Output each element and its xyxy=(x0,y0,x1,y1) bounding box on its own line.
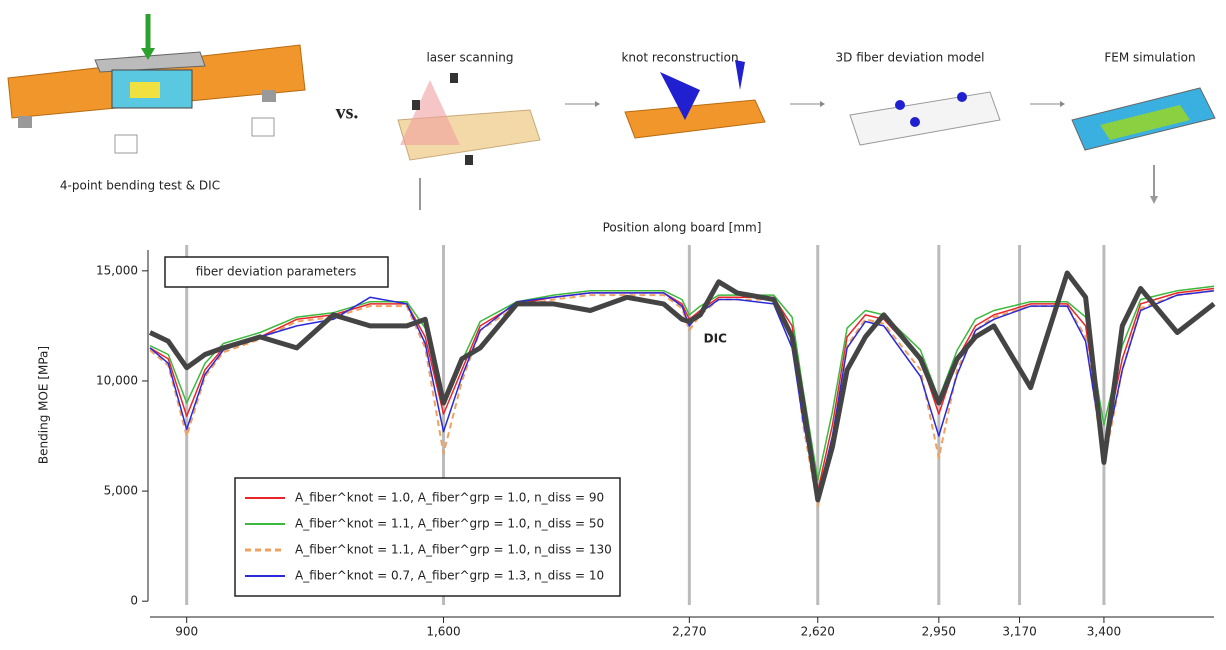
step-label: 3D fiber deviation model xyxy=(836,51,985,65)
step-label: knot reconstruction xyxy=(621,51,738,65)
inline-series-label: DIC xyxy=(704,331,727,345)
x-tick-label: 2,950 xyxy=(922,625,956,639)
y-tick-label: 0 xyxy=(130,594,138,608)
left-caption: 4-point bending test & DIC xyxy=(60,179,220,193)
x-axis-label: Position along board [mm] xyxy=(603,221,762,235)
y-tick-label: 10,000 xyxy=(96,373,138,387)
x-tick-label: 2,620 xyxy=(801,625,835,639)
series-line xyxy=(149,285,1215,481)
step-illustrations xyxy=(397,60,1216,210)
step-label: FEM simulation xyxy=(1104,51,1195,65)
y-axis-label: Bending MOE [MPa] xyxy=(37,346,51,464)
legend-label: A_fiber^knot = 1.0, A_fiber^grp = 1.0, n… xyxy=(295,491,604,505)
y-tick-label: 15,000 xyxy=(96,263,138,277)
legend-label: A_fiber^knot = 0.7, A_fiber^grp = 1.3, n… xyxy=(295,569,604,583)
annotation: fiber deviation parameters xyxy=(196,265,357,279)
series-line xyxy=(148,270,1216,503)
bending-test-illustration: 4-point bending test & DIC xyxy=(7,14,306,193)
legend-label: A_fiber^knot = 1.1, A_fiber^grp = 1.0, n… xyxy=(295,543,612,557)
x-tick-label: 3,170 xyxy=(1002,625,1036,639)
plot: Position along board [mm] Bending MOE [MP… xyxy=(37,221,1216,639)
x-tick-label: 3,400 xyxy=(1087,625,1121,639)
x-tick-label: 2,270 xyxy=(672,625,706,639)
vs-label: vs. xyxy=(336,102,359,124)
series-line xyxy=(149,289,1215,499)
annotation-box xyxy=(164,256,389,288)
x-tick-label: 900 xyxy=(175,625,198,639)
x-tick-label: 1,600 xyxy=(426,625,460,639)
y-tick-label: 5,000 xyxy=(104,484,138,498)
legend-box xyxy=(234,477,621,597)
step-labels: laser scanning knot reconstruction 3D fibe… xyxy=(426,51,1195,65)
step-label: laser scanning xyxy=(426,51,513,65)
legend-label: A_fiber^knot = 1.1, A_fiber^grp = 1.0, n… xyxy=(295,517,604,531)
